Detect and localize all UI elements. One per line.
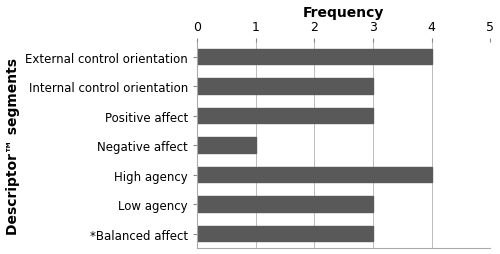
Bar	[197, 226, 373, 241]
Bar	[197, 108, 373, 124]
X-axis label: Frequency: Frequency	[303, 6, 384, 20]
Bar	[197, 197, 373, 212]
Bar	[197, 50, 432, 65]
Bar	[197, 167, 432, 183]
Bar	[197, 79, 373, 94]
Y-axis label: Descriptor™ segments: Descriptor™ segments	[6, 57, 20, 234]
Bar	[197, 138, 256, 153]
